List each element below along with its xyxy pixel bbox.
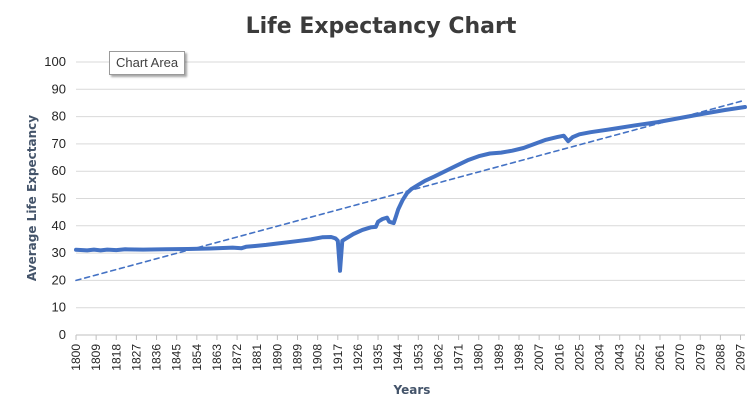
y-tick-label: 30 (52, 245, 66, 260)
life-expectancy-line[interactable] (74, 105, 747, 273)
x-tick-label: 1953 (411, 344, 425, 371)
trendline[interactable] (75, 99, 746, 282)
y-tick-label: 10 (52, 300, 66, 315)
y-tick-label: 50 (52, 191, 66, 206)
x-tick-label: 1908 (311, 344, 325, 371)
x-tick-label: 1926 (351, 344, 365, 371)
x-tick-label: 1971 (452, 344, 466, 371)
x-tick-label: 1827 (129, 344, 143, 371)
x-tick-label: 2016 (552, 344, 566, 371)
x-tick-label: 2088 (713, 344, 727, 371)
x-tick-label: 1962 (431, 344, 445, 371)
x-tick-label: 1800 (69, 344, 83, 371)
gridlines (76, 61, 745, 336)
x-tick-label: 2070 (673, 344, 687, 371)
x-tick-label: 1836 (150, 344, 164, 371)
x-tick-label: 2097 (734, 344, 748, 371)
y-tick-label: 40 (52, 218, 66, 233)
x-tick-label: 2079 (693, 344, 707, 371)
x-tick-label: 1935 (371, 344, 385, 371)
x-tick-label: 2052 (633, 344, 647, 371)
plot-area[interactable] (74, 99, 747, 282)
chart-area-tooltip: Chart Area (109, 51, 186, 75)
x-tick-label: 1998 (512, 344, 526, 371)
x-tick-label: 1989 (492, 344, 506, 371)
x-tick-label: 2025 (572, 344, 586, 371)
x-tick-label: 2007 (532, 344, 546, 371)
x-tick-label: 1818 (109, 344, 123, 371)
y-tick-label: 20 (52, 272, 66, 287)
x-tick-label: 1854 (190, 344, 204, 371)
y-tick-label: 70 (52, 136, 66, 151)
x-tick-label: 1980 (472, 344, 486, 371)
y-axis-ticks: 0 10 20 30 40 50 60 70 80 90 100 (44, 54, 66, 342)
x-tick-label: 1917 (331, 344, 345, 371)
y-tick-label: 60 (52, 163, 66, 178)
x-tick-label: 1899 (291, 344, 305, 371)
x-axis-ticks: 1800 1809 1818 1827 1836 1845 1854 1863 1872 1881… (69, 335, 748, 371)
chart-title: Life Expectancy Chart (246, 14, 517, 39)
y-axis-title: Average Life Expectancy (25, 115, 39, 281)
x-tick-label: 2043 (613, 344, 627, 371)
x-tick-label: 1809 (89, 344, 103, 371)
x-axis-title: Years (393, 383, 431, 397)
y-tick-label: 90 (52, 81, 66, 96)
x-tick-label: 1872 (230, 344, 244, 371)
x-tick-label: 1845 (170, 344, 184, 371)
y-tick-label: 80 (52, 109, 66, 124)
x-tick-label: 1944 (391, 344, 405, 371)
x-tick-label: 1863 (210, 344, 224, 371)
x-tick-label: 1890 (270, 344, 284, 371)
y-tick-label: 100 (44, 54, 66, 69)
y-tick-label: 0 (59, 327, 66, 342)
x-tick-label: 2034 (593, 344, 607, 371)
x-tick-label: 1881 (250, 344, 264, 371)
x-tick-label: 2061 (653, 344, 667, 371)
